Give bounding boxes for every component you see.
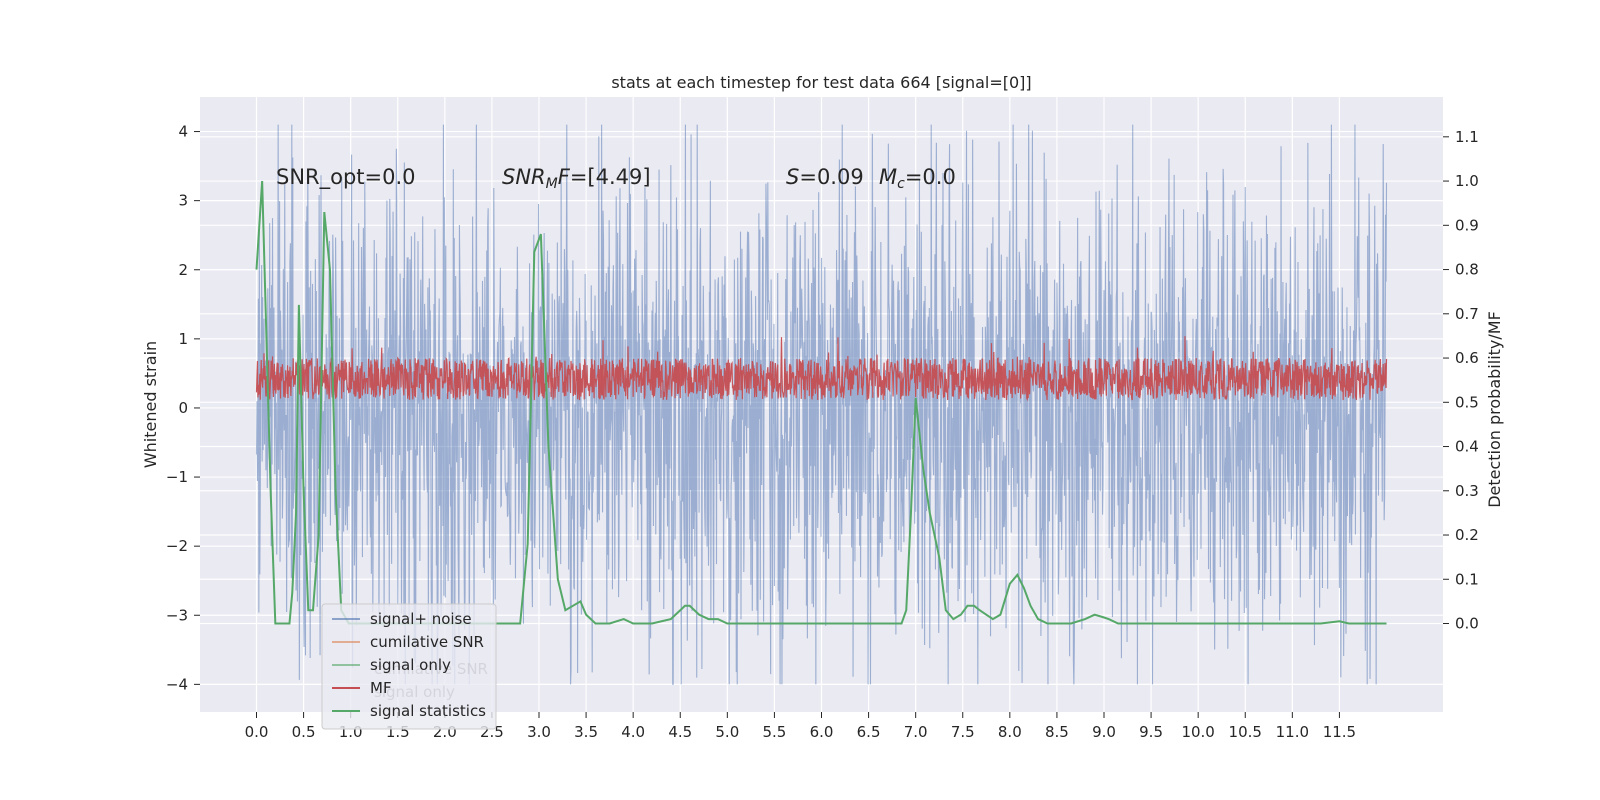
y2-tick-label: 1.1 [1455, 128, 1479, 146]
y2-tick-label: 0.3 [1455, 482, 1479, 500]
x-tick-label: 11.0 [1276, 723, 1309, 741]
y2-tick-label: 0.4 [1455, 438, 1479, 456]
x-tick-label: 0.0 [245, 723, 269, 741]
legend-label: MF [370, 679, 392, 697]
y2-tick-label: 0.0 [1455, 615, 1479, 633]
x-tick-label: 9.5 [1139, 723, 1163, 741]
annotation-0: SNR_opt=0.0 [276, 165, 416, 190]
y2-tick-label: 1.0 [1455, 172, 1479, 190]
y2-tick-label: 0.7 [1455, 305, 1479, 323]
y-tick-label: 0 [178, 399, 188, 417]
y-axis-label: Whitened strain [141, 341, 160, 468]
x-tick-label: 10.0 [1181, 723, 1214, 741]
x-tick-label: 7.0 [904, 723, 928, 741]
x-tick-label: 7.5 [951, 723, 975, 741]
annotation-1: SNRMF=[4.49] [502, 165, 651, 192]
legend-box [321, 603, 497, 730]
y-tick-label: −1 [166, 468, 188, 486]
x-tick-label: 3.5 [574, 723, 598, 741]
y-tick-label: 3 [178, 192, 188, 210]
y-tick-label: 1 [178, 330, 188, 348]
series-layer [255, 124, 1388, 685]
y2-tick-label: 0.6 [1455, 349, 1479, 367]
axes: 0.0 0.5 1.0 1.5 2.0 2.5 3.0 3.5 4.0 4.5 5.0 5.5 6.0 6… [166, 123, 1479, 741]
series-line-signal-statistics [255, 180, 1387, 625]
x-tick-label: 5.0 [715, 723, 739, 741]
y-tick-label: 2 [178, 261, 188, 279]
legend-label: signal+ noise [370, 610, 472, 628]
y-tick-label: 4 [178, 123, 188, 141]
annotations: SNR_opt=0.0 SNRMF=[4.49] S=0.09 Mc=0.0 [276, 165, 956, 192]
chart-title: stats at each timestep for test data 664… [611, 73, 1031, 92]
legend-label: signal statistics [370, 702, 486, 720]
x-tick-label: 4.5 [668, 723, 692, 741]
x-tick-label: 9.0 [1092, 723, 1116, 741]
x-tick-label: 0.5 [292, 723, 316, 741]
x-tick-label: 4.0 [621, 723, 645, 741]
y-tick-label: −2 [166, 537, 188, 555]
x-tick-label: 6.0 [810, 723, 834, 741]
x-tick-label: 10.5 [1229, 723, 1262, 741]
legend-label: cumilative SNR [370, 633, 484, 651]
legend-label: signal only [370, 656, 451, 674]
y2-tick-label: 0.5 [1455, 393, 1479, 411]
y2-tick-label: 0.9 [1455, 216, 1479, 234]
series-line-signal-noise [255, 124, 1388, 685]
x-tick-label: 3.0 [527, 723, 551, 741]
y2-tick-label: 0.2 [1455, 526, 1479, 544]
x-tick-label: 8.5 [1045, 723, 1069, 741]
annotation-3: Mc=0.0 [879, 165, 956, 192]
y2-tick-label: 0.1 [1455, 570, 1479, 588]
x-tick-label: 5.5 [762, 723, 786, 741]
y-tick-label: −3 [166, 606, 188, 624]
y-tick-label: −4 [166, 675, 188, 693]
x-tick-label: 8.0 [998, 723, 1022, 741]
x-tick-label: 6.5 [857, 723, 881, 741]
x-tick-label: 11.5 [1323, 723, 1356, 741]
y2-tick-label: 0.8 [1455, 261, 1479, 279]
annotation-2: S=0.09 [786, 165, 864, 189]
y2-axis-label: Detection probability/MF [1485, 311, 1504, 508]
series-line-mf [255, 336, 1388, 402]
